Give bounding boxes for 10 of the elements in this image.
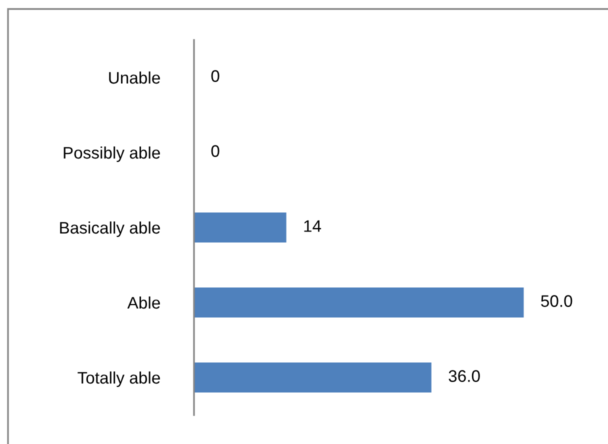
y-tick-label: Totally able [78,371,160,387]
y-tick-label: Unable [109,71,160,84]
data-label: 50.0 [541,295,572,307]
data-label: 36.0 [448,370,480,382]
data-label: 14 [304,220,322,232]
data-label: 0 [211,145,220,157]
y-tick-label: Possibly able [64,146,160,162]
y-tick-label: Basically able [60,221,160,237]
y-tick-label: Able [127,296,160,309]
data-label: 0 [211,70,220,82]
